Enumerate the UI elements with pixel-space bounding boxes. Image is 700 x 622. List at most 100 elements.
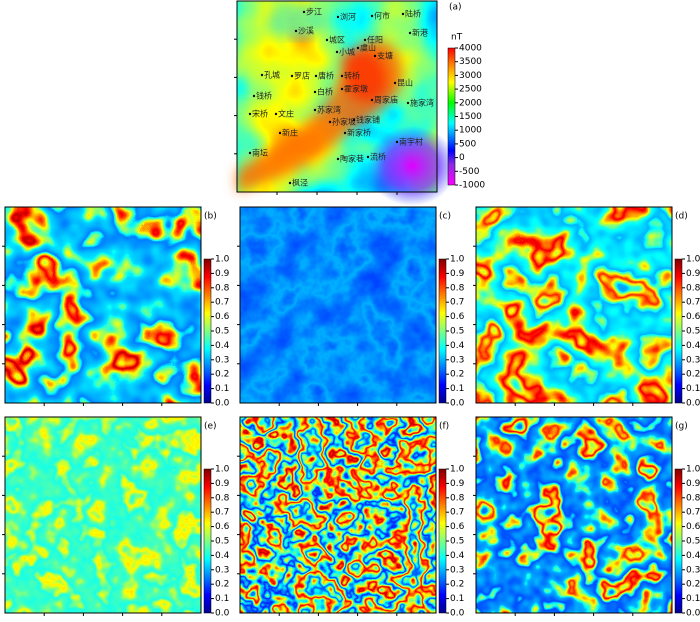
place-label: 虞山	[360, 43, 376, 53]
place-label: 钱家铺	[356, 115, 380, 125]
colorbar-tick-label: 0.5	[450, 537, 464, 547]
colorbar-tick-label: 0.9	[215, 269, 230, 279]
colorbar-tick-label: 1.0	[215, 255, 230, 265]
colorbar-tick-label: 0.6	[215, 522, 230, 532]
place-marker	[248, 112, 252, 116]
colorbar-unit: nT	[451, 33, 463, 43]
colorbar-tick-label: 0.7	[215, 508, 229, 518]
map-frame	[4, 416, 202, 614]
colorbar-tick-label: 0.5	[215, 327, 229, 337]
place-marker	[393, 81, 397, 85]
panel-label: (d)	[675, 212, 688, 222]
place-marker	[336, 15, 340, 19]
panel-label: (c)	[439, 212, 451, 222]
place-label: 沙溪	[298, 26, 314, 36]
colorbar	[447, 47, 456, 186]
colorbar-tick-label: 0.9	[686, 479, 700, 489]
colorbar-tick-label: 0.7	[686, 508, 700, 518]
colorbar-tick-label: 0.8	[450, 283, 465, 293]
place-label: 钱桥	[256, 91, 272, 101]
place-marker	[356, 46, 360, 50]
colorbar	[674, 258, 683, 404]
place-label: 枫泾	[292, 178, 308, 188]
place-marker	[313, 90, 317, 94]
colorbar-tick-label: 0.8	[450, 493, 465, 503]
colorbar-tick-label: 0.7	[450, 298, 464, 308]
place-marker	[294, 29, 298, 33]
colorbar-tick-label: 0.1	[215, 384, 229, 394]
place-label: 孙家坂	[332, 117, 356, 127]
colorbar-tick-label: 0.6	[215, 312, 230, 322]
place-marker	[408, 31, 412, 35]
colorbar-tick-label: 0.0	[686, 609, 700, 619]
colorbar-tick-label: 0.8	[215, 493, 230, 503]
place-marker	[340, 74, 344, 78]
anomaly-high	[237, 40, 403, 192]
colorbar-tick-label: 0.2	[450, 370, 464, 380]
colorbar-tick-label: 0.5	[215, 537, 229, 547]
place-label: 任阳	[367, 35, 383, 45]
place-label: 陆桥	[405, 9, 421, 19]
colorbar-tick-label: 0.4	[450, 551, 465, 561]
colorbar-tick-label: 0.1	[686, 594, 700, 604]
map-frame	[239, 206, 437, 404]
colorbar-tick-label: 0.0	[450, 399, 465, 409]
colorbar-tick-label: 2500	[459, 85, 482, 95]
colorbar-tick-label: 0.1	[686, 384, 700, 394]
place-label: 宋桥	[252, 109, 268, 119]
place-label: 支塘	[377, 51, 393, 61]
place-label: 孔城	[264, 71, 280, 80]
colorbar-tick-label: 0.3	[215, 355, 229, 365]
colorbar-tick-label: 0.8	[686, 493, 700, 503]
colorbar-tick-label: 0.3	[450, 355, 464, 365]
colorbar-tick-label: 0.2	[450, 580, 464, 590]
anomaly-low	[367, 126, 457, 206]
colorbar	[203, 258, 212, 404]
colorbar-tick-label: 0.2	[215, 580, 229, 590]
panel-label: (e)	[204, 422, 217, 432]
place-marker	[366, 155, 370, 159]
colorbar-tick-label: 0.1	[450, 384, 464, 394]
colorbar-tick-label: 0.6	[450, 312, 465, 322]
colorbar	[674, 468, 683, 614]
colorbar-tick-label: 2000	[459, 98, 482, 108]
colorbar-tick-label: 0.8	[215, 283, 230, 293]
colorbar-tick-label: 500	[459, 139, 476, 149]
place-marker	[328, 120, 332, 124]
colorbar-tick-label: 0.1	[450, 594, 464, 604]
place-marker	[260, 73, 264, 77]
panel-label: (g)	[675, 422, 688, 432]
place-marker	[363, 38, 367, 42]
place-label: 浏河	[340, 12, 356, 22]
colorbar-tick-label: 0.9	[686, 269, 700, 279]
place-marker	[290, 74, 294, 78]
place-marker	[302, 10, 306, 14]
colorbar-tick-label: 0.7	[686, 298, 700, 308]
place-marker	[395, 140, 399, 144]
place-label: 白桥	[317, 87, 333, 97]
map-frame	[4, 206, 202, 404]
place-label: 新家桥	[347, 128, 371, 138]
colorbar	[438, 468, 447, 614]
place-label: 陶家巷	[340, 154, 364, 164]
place-label: 南宇村	[399, 137, 423, 147]
colorbar-tick-label: 0.3	[450, 565, 464, 575]
colorbar-tick-label: 0.6	[686, 312, 700, 322]
colorbar-tick-label: 0.9	[450, 479, 465, 489]
place-label: 新港	[412, 28, 428, 38]
colorbar-tick-label: 0.1	[215, 594, 229, 604]
place-marker	[406, 101, 410, 105]
colorbar-tick-label: 1.0	[686, 255, 700, 265]
colorbar-tick-label: 0.4	[215, 551, 230, 561]
place-label: 霍家墩	[344, 84, 368, 94]
colorbar-tick-label: 0.8	[686, 283, 700, 293]
colorbar-tick-label: 0.4	[686, 551, 700, 561]
place-marker	[313, 108, 317, 112]
map-frame	[239, 416, 437, 614]
derivative-map	[476, 417, 672, 613]
place-marker	[373, 54, 377, 58]
place-label: 步江	[306, 8, 322, 17]
colorbar-tick-label: 4000	[459, 44, 482, 54]
place-label: 转桥	[344, 71, 360, 81]
